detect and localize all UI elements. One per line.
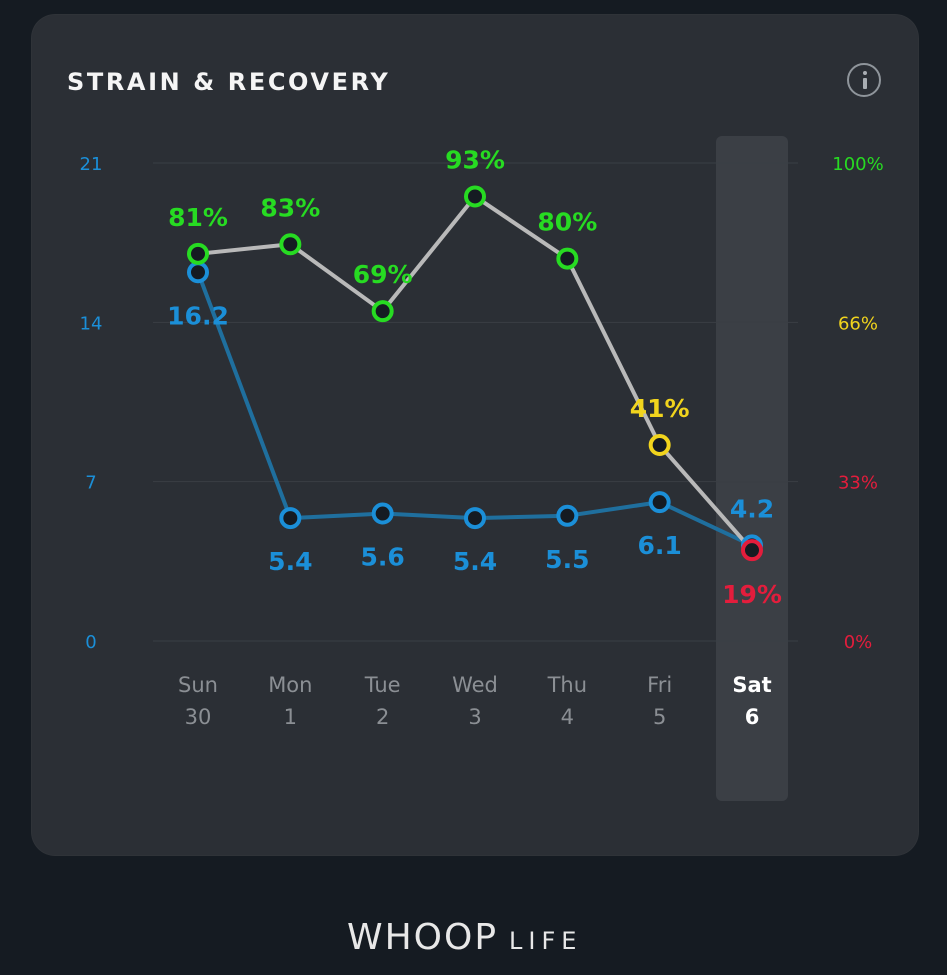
strain-value-label: 6.1 — [638, 531, 682, 560]
right-axis-tick: 33% — [838, 473, 878, 494]
left-axis-tick: 14 — [80, 313, 103, 334]
recovery-value-label: 80% — [537, 208, 597, 237]
strain-value-label: 5.4 — [268, 547, 312, 576]
info-icon[interactable] — [847, 63, 881, 97]
card-title: STRAIN & RECOVERY — [67, 68, 391, 96]
strain-point — [187, 261, 209, 284]
right-axis-tick: 66% — [838, 313, 878, 334]
recovery-point — [741, 539, 763, 562]
x-axis-date-label[interactable]: 6 — [745, 705, 760, 729]
right-axis-tick: 100% — [832, 154, 883, 175]
strain-point — [556, 504, 579, 527]
x-axis-day-label: Wed — [452, 673, 498, 697]
recovery-point — [279, 233, 302, 256]
x-axis-date-label: 30 — [185, 705, 212, 729]
recovery-value-label: 69% — [353, 260, 413, 289]
selected-day-highlight — [716, 136, 788, 801]
strain-point — [279, 507, 302, 530]
left-axis-tick: 21 — [80, 154, 103, 175]
whoop-life-logo: WHOOP LIFE — [347, 920, 582, 956]
x-axis-day-label: Fri — [647, 673, 672, 697]
x-axis-day-label[interactable]: Sat — [732, 673, 771, 697]
recovery-value-label: 41% — [630, 394, 690, 423]
brand-subtitle: LIFE — [509, 927, 583, 955]
brand-name: WHOOP — [347, 917, 499, 958]
recovery-point — [371, 300, 394, 323]
recovery-value-label: 83% — [260, 193, 320, 222]
x-axis-day-label: Thu — [547, 673, 587, 697]
strain-point — [371, 502, 394, 525]
x-axis-date-label: 1 — [284, 705, 297, 729]
recovery-value-label: 19% — [722, 580, 782, 609]
strain-value-label: 16.2 — [167, 301, 229, 330]
left-axis-tick: 7 — [85, 473, 96, 494]
right-axis-tick: 0% — [844, 632, 873, 653]
strain-value-label: 5.4 — [453, 547, 497, 576]
left-axis-tick: 0 — [85, 632, 96, 653]
recovery-point — [648, 434, 671, 457]
strain-value-label: 4.2 — [730, 494, 774, 523]
x-axis-date-label: 3 — [468, 705, 481, 729]
x-axis-day-label: Sun — [178, 673, 218, 697]
recovery-value-label: 93% — [445, 145, 505, 174]
recovery-value-label: 81% — [168, 203, 228, 232]
strain-point — [464, 507, 486, 530]
x-axis-day-label: Mon — [268, 673, 312, 697]
strain-point — [648, 491, 671, 514]
recovery-point — [556, 247, 579, 270]
strain-value-label: 5.5 — [545, 545, 589, 574]
strain-value-label: 5.6 — [361, 543, 405, 572]
x-axis-day-label: Tue — [364, 673, 401, 697]
x-axis-date-label: 2 — [376, 705, 389, 729]
recovery-point — [464, 185, 486, 208]
x-axis-date-label: 5 — [653, 705, 666, 729]
recovery-point — [187, 242, 209, 265]
x-axis-date-label: 4 — [561, 705, 574, 729]
